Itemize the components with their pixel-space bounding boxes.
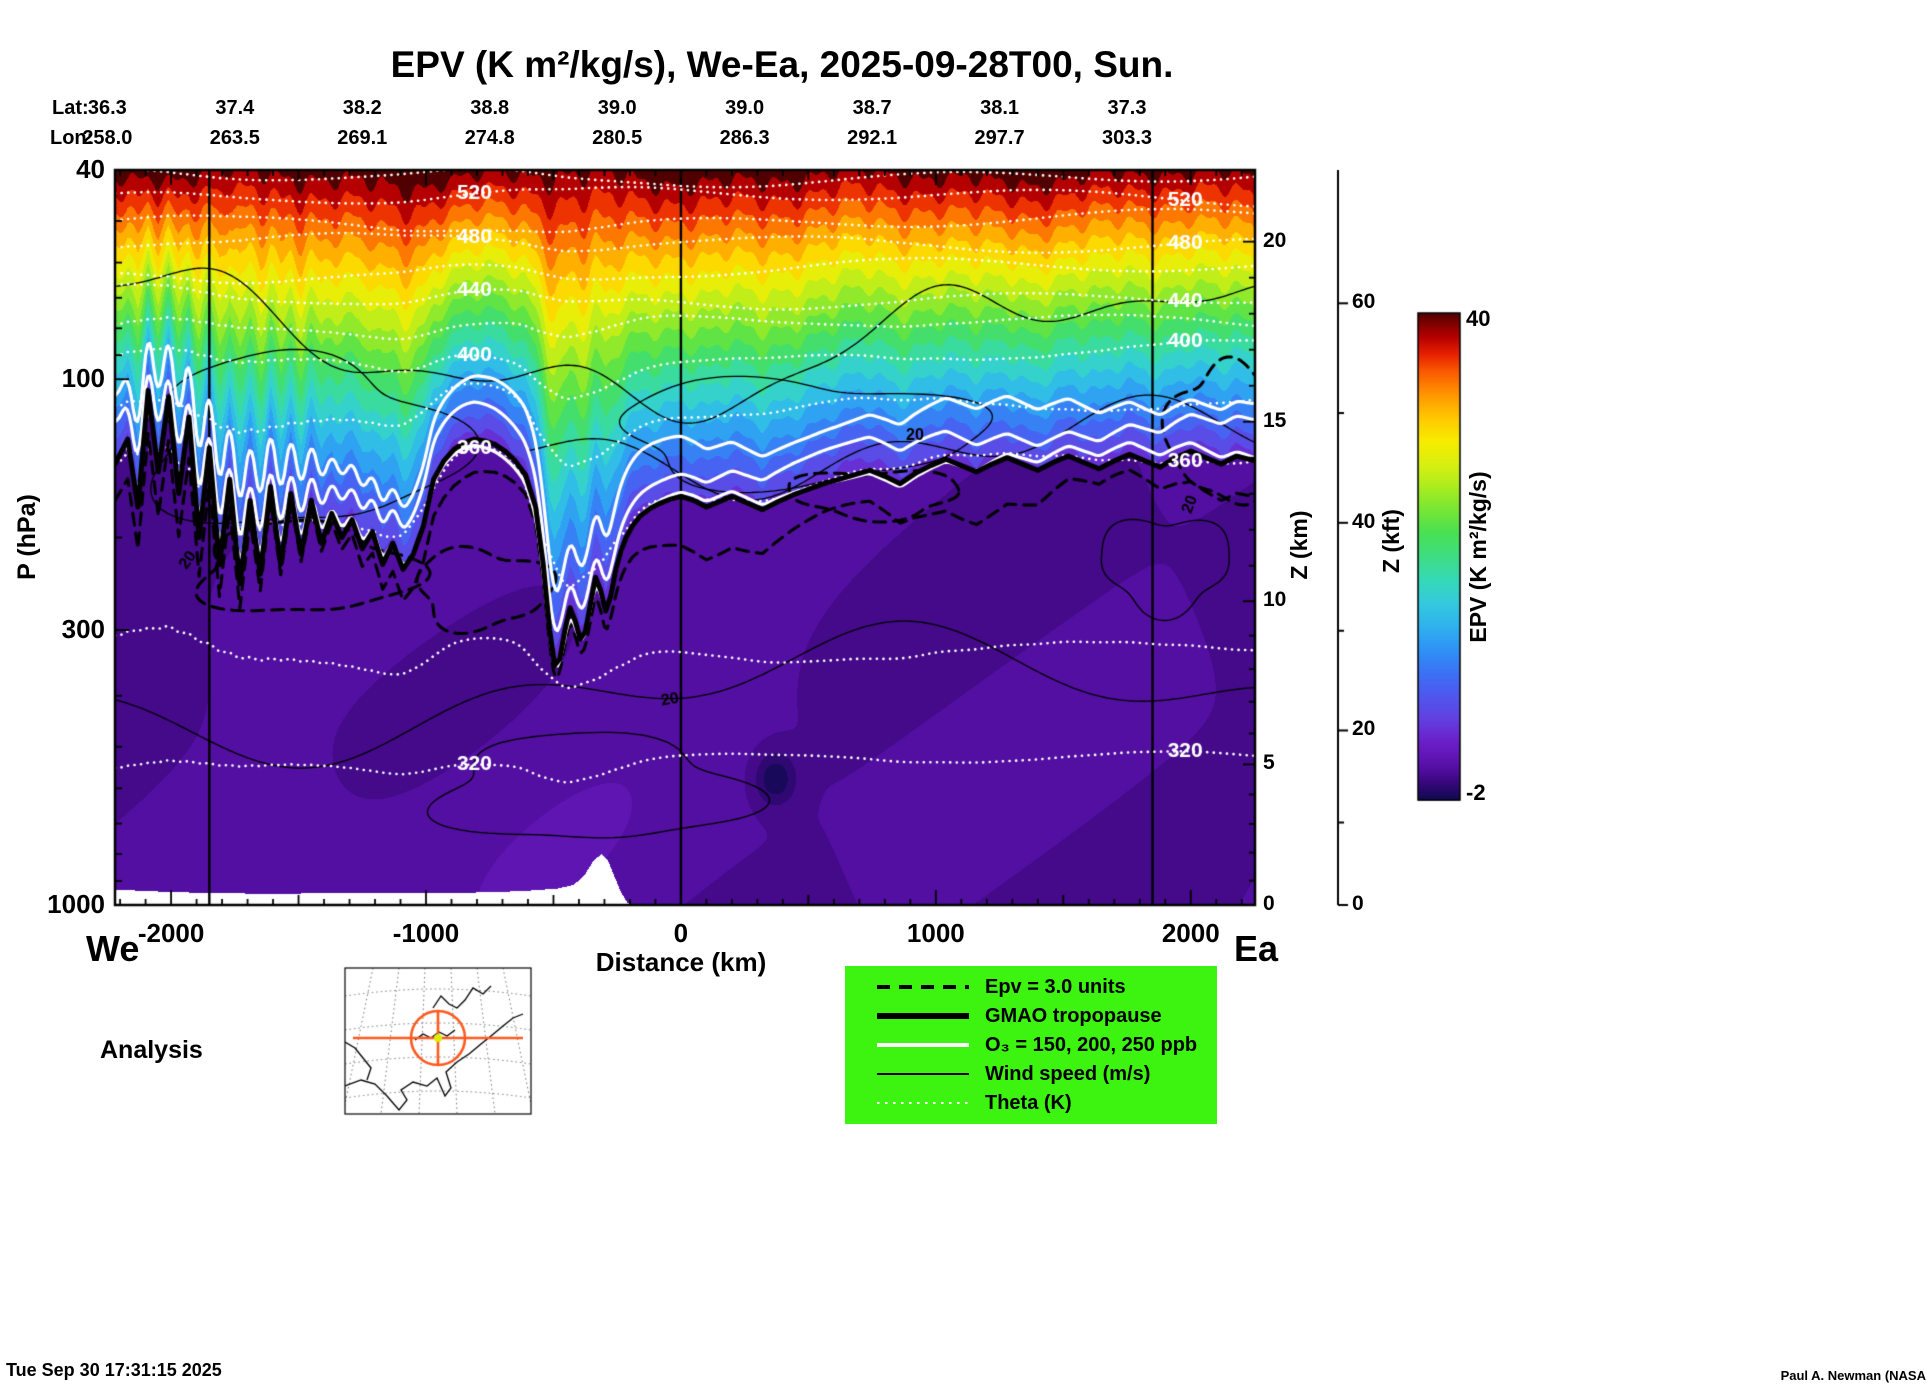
lon-value-label: 280.5 <box>592 127 643 149</box>
ozone-line-sample <box>877 1043 969 1047</box>
colorbar-min-label: -2 <box>1466 780 1486 805</box>
epv-contour-line-sample <box>877 985 969 989</box>
z-kft-tick-label: 0 <box>1352 892 1364 915</box>
credit-label: Paul A. Newman (NASA <box>1780 1368 1926 1383</box>
z-km-tick-label: 0 <box>1263 892 1275 915</box>
legend-item-epv3: Epv = 3.0 units <box>877 975 1217 999</box>
z-kft-tick-label: 60 <box>1352 290 1376 314</box>
lat-value-label: 37.4 <box>215 97 255 119</box>
legend-label-tropopause: GMAO tropopause <box>985 1004 1162 1027</box>
legend-label-ozone: O₃ = 150, 200, 250 ppb <box>985 1033 1198 1056</box>
pressure-tick-label: 40 <box>76 154 105 184</box>
lat-value-label: 38.7 <box>852 97 892 119</box>
legend-item-tropopause: GMAO tropopause <box>877 1004 1217 1028</box>
z-kft-tick-label: 40 <box>1352 509 1376 533</box>
lon-axis-prefix: Lon: <box>50 127 94 149</box>
colorbar-max-label: 40 <box>1466 306 1491 331</box>
east-endpoint-label: Ea <box>1234 928 1279 969</box>
wind-line-sample <box>877 1073 969 1075</box>
lon-value-label: 269.1 <box>337 127 388 149</box>
plot-title: EPV (K m²/kg/s), We-Ea, 2025-09-28T00, S… <box>390 44 1174 85</box>
lon-value-label: 263.5 <box>209 127 260 149</box>
x-tick-label: -1000 <box>392 918 460 948</box>
legend-label-wind: Wind speed (m/s) <box>985 1062 1151 1085</box>
lon-value-label: 303.3 <box>1101 127 1153 149</box>
legend-item-wind: Wind speed (m/s) <box>877 1062 1217 1086</box>
z-kft-tick-label: 20 <box>1352 717 1376 741</box>
lon-value-label: 292.1 <box>847 127 898 149</box>
x-axis-title: Distance (km) <box>595 947 767 977</box>
lat-value-label: 36.3 <box>87 97 127 119</box>
legend-label-theta: Theta (K) <box>985 1091 1072 1114</box>
z-km-tick-label: 20 <box>1263 228 1287 252</box>
lon-value-label: 258.0 <box>82 127 133 149</box>
analysis-label: Analysis <box>100 1036 203 1064</box>
pressure-tick-label: 1000 <box>47 889 105 919</box>
x-tick-label: 0 <box>673 918 689 948</box>
lon-value-label: 286.3 <box>719 127 770 149</box>
lat-value-label: 39.0 <box>597 97 637 119</box>
lat-axis-prefix: Lat: <box>52 97 89 119</box>
theta-line-sample <box>877 1101 969 1105</box>
legend-item-theta: Theta (K) <box>877 1091 1217 1115</box>
tropopause-line-sample <box>877 1013 969 1019</box>
lat-value-label: 38.2 <box>342 97 382 119</box>
z-km-tick-label: 5 <box>1263 751 1275 775</box>
lat-value-label: 38.8 <box>470 97 510 119</box>
z-km-tick-label: 10 <box>1263 588 1287 612</box>
pressure-tick-label: 100 <box>61 363 105 394</box>
creation-timestamp: Tue Sep 30 17:31:15 2025 <box>6 1360 222 1380</box>
lat-value-label: 37.3 <box>1107 97 1147 119</box>
z-km-tick-label: 15 <box>1263 408 1287 432</box>
lat-value-label: 38.1 <box>980 97 1020 119</box>
west-endpoint-label: We <box>86 928 140 969</box>
lon-value-label: 274.8 <box>464 127 515 149</box>
x-tick-label: 2000 <box>1161 918 1220 948</box>
x-tick-label: -2000 <box>137 918 205 948</box>
legend-box: Epv = 3.0 units GMAO tropopause O₃ = 150… <box>845 966 1217 1124</box>
lat-value-label: 39.0 <box>725 97 765 119</box>
legend-label-epv3: Epv = 3.0 units <box>985 975 1126 998</box>
lon-value-label: 297.7 <box>974 127 1025 149</box>
x-tick-label: 1000 <box>906 918 965 948</box>
pressure-tick-label: 300 <box>61 614 105 645</box>
legend-item-ozone: O₃ = 150, 200, 250 ppb <box>877 1033 1217 1057</box>
